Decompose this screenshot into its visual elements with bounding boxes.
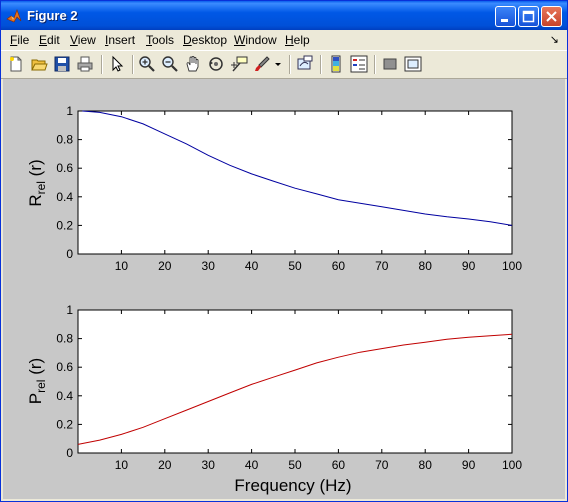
colorbar-icon[interactable]: [327, 55, 345, 73]
data-cursor-icon[interactable]: [230, 55, 248, 73]
x-tick-label: 90: [462, 259, 476, 273]
x-tick-label: 100: [502, 458, 522, 472]
zoom-in-icon[interactable]: [138, 55, 156, 73]
toolbar-separator: [374, 55, 376, 74]
edit-plot-arrow-icon[interactable]: [108, 55, 126, 73]
x-tick-label: 70: [375, 458, 389, 472]
toolbar-separator: [289, 55, 291, 74]
axes-top-box: [77, 110, 513, 255]
y-tick-label: 0.6: [56, 161, 73, 175]
y-tick-label: 1: [66, 303, 73, 317]
x-tick-label: 60: [332, 259, 346, 273]
p-rel-curve: [77, 333, 513, 445]
toolbar-separator: [320, 55, 322, 74]
menu-insert[interactable]: Insert: [105, 33, 136, 47]
brush-icon[interactable]: [253, 55, 271, 73]
brush-dropdown-arrow-icon[interactable]: [273, 55, 283, 73]
print-icon[interactable]: [76, 55, 94, 73]
x-tick-label: 30: [202, 259, 216, 273]
axes-bottom-ylabel: Prel (r): [26, 358, 48, 404]
axes-bottom-box: [77, 309, 513, 454]
menu-edit[interactable]: Edit: [39, 33, 60, 47]
x-tick-label: 10: [115, 458, 129, 472]
axes-top-ylabel: Rrel (r): [26, 159, 48, 206]
matlab-icon: [6, 9, 22, 23]
r-rel-curve: [82, 110, 513, 226]
menu-bar: File Edit View Insert Tools Desktop Wind…: [1, 30, 567, 50]
x-tick-label: 50: [288, 259, 302, 273]
x-tick-label: 50: [288, 458, 302, 472]
open-file-icon[interactable]: [30, 55, 48, 73]
y-tick-label: 0: [66, 446, 73, 460]
x-tick-label: 30: [202, 458, 216, 472]
y-tick-label: 0.8: [56, 332, 73, 346]
toolbar-separator: [132, 55, 134, 74]
new-figure-icon[interactable]: [7, 55, 25, 73]
figure-canvas: 0 0.2 0.4 0.6 0.8 1 10 20 30 40 50 60 70 80 90 100 Rre…: [3, 79, 565, 499]
maximize-button[interactable]: [518, 6, 539, 27]
x-tick-label: 40: [245, 458, 259, 472]
link-plot-icon[interactable]: [296, 55, 314, 73]
x-tick-label: 100: [502, 259, 522, 273]
hide-plot-tools-icon[interactable]: [381, 55, 399, 73]
minimize-button[interactable]: [495, 6, 516, 27]
axes-bottom[interactable]: 0 0.2 0.4 0.6 0.8 1 10 20 30 40 50 60 70 80 90 100 Pre…: [26, 303, 522, 495]
title-bar[interactable]: Figure 2: [1, 1, 567, 30]
x-tick-label: 90: [462, 458, 476, 472]
pan-hand-icon[interactable]: [184, 55, 202, 73]
y-tick-label: 0.4: [56, 389, 73, 403]
menu-tools[interactable]: Tools: [146, 33, 175, 47]
menu-help[interactable]: Help: [285, 33, 310, 47]
y-tick-label: 0.6: [56, 360, 73, 374]
minimize-icon: [501, 19, 508, 22]
y-tick-label: 0.2: [56, 417, 73, 431]
figure-toolbar: [1, 50, 567, 79]
save-icon[interactable]: [53, 55, 71, 73]
window-title: Figure 2: [27, 8, 78, 23]
y-tick-label: 0: [66, 247, 73, 261]
menu-view[interactable]: View: [70, 33, 96, 47]
axes-top[interactable]: 0 0.2 0.4 0.6 0.8 1 10 20 30 40 50 60 70 80 90 100 Rre…: [26, 104, 522, 273]
y-tick-label: 0.8: [56, 133, 73, 147]
rotate-3d-icon[interactable]: [207, 55, 225, 73]
plot-area: 00.20.40.60.81 10 20 30 40 50 60 70 80 90 100 Rre…: [26, 104, 522, 495]
y-tick-label: 1: [66, 104, 73, 118]
close-button[interactable]: [541, 6, 562, 27]
x-tick-label: 80: [419, 259, 433, 273]
menu-file[interactable]: File: [10, 33, 30, 47]
show-plot-tools-icon[interactable]: [404, 55, 422, 73]
legend-icon[interactable]: [350, 55, 368, 73]
x-tick-label: 20: [158, 259, 172, 273]
axes-bottom-xlabel: Frequency (Hz): [234, 476, 351, 495]
maximize-icon: [522, 10, 535, 23]
x-tick-label: 10: [115, 259, 129, 273]
x-tick-label: 40: [245, 259, 259, 273]
close-icon: [546, 11, 557, 22]
x-tick-label: 70: [375, 259, 389, 273]
toolbar-separator: [101, 55, 103, 74]
menu-overflow-arrow-icon[interactable]: ↘: [549, 34, 559, 46]
x-tick-label: 80: [419, 458, 433, 472]
menu-desktop[interactable]: Desktop: [183, 33, 228, 47]
y-tick-label: 0.2: [56, 218, 73, 232]
x-tick-label: 60: [332, 458, 346, 472]
x-tick-label: 20: [158, 458, 172, 472]
y-tick-label: 0.4: [56, 190, 73, 204]
menu-window[interactable]: Window: [234, 33, 277, 47]
zoom-out-icon[interactable]: [161, 55, 179, 73]
